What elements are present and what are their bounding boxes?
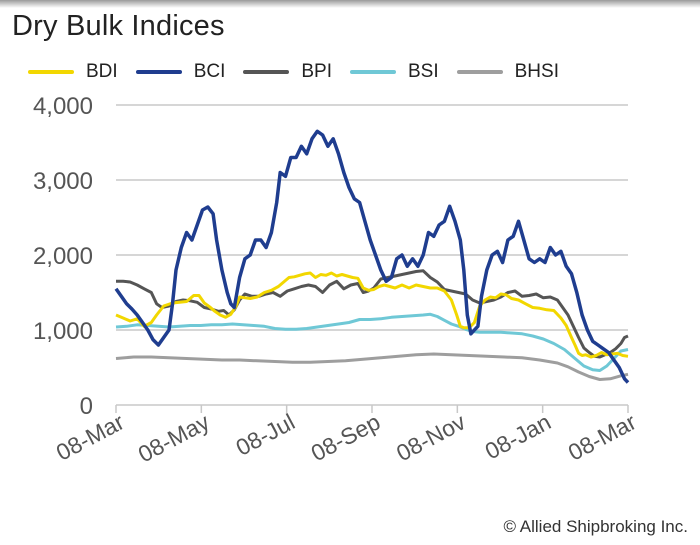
legend-swatch (456, 70, 503, 74)
legend-swatch (350, 70, 396, 74)
legend-label: BCI (193, 61, 226, 82)
legend-item-bdi: BDI (28, 61, 118, 83)
y-tick-label: 1,000 (33, 318, 93, 345)
y-tick-label: 3,000 (33, 168, 93, 195)
legend-swatch (28, 70, 74, 74)
legend-label: BDI (86, 61, 118, 82)
legend-item-bci: BCI (135, 61, 226, 83)
x-tick-label: 08-Jul (231, 408, 299, 460)
legend-label: BSI (408, 61, 439, 82)
series-line-bhsi (115, 352, 629, 381)
x-tick-label: 08-May (134, 408, 214, 467)
x-tick-label: 08-Mar (564, 408, 641, 465)
legend-label: BHSI (514, 61, 559, 82)
legend-item-bhsi: BHSI (456, 61, 559, 83)
chart-legend: BDI BCI BPI BSI BHSI (28, 58, 577, 86)
x-tick-label: 08-Jan (481, 408, 555, 464)
series-line-bsi (115, 312, 629, 372)
x-tick-label: 08-Sep (307, 408, 385, 466)
y-tick-label: 0 (80, 393, 93, 420)
x-tick-label: 08-Nov (392, 408, 470, 466)
legend-swatch (243, 70, 290, 74)
series-line-bpi (116, 269, 629, 359)
legend-item-bpi: BPI (243, 61, 332, 83)
series-line-bci (114, 129, 630, 384)
chart-title: Dry Bulk Indices (12, 10, 225, 42)
copyright-text: © Allied Shipbroking Inc. (503, 517, 688, 536)
y-tick-label: 2,000 (33, 243, 93, 270)
top-shadow (0, 0, 700, 8)
series-line-bdi (115, 271, 629, 359)
legend-item-bsi: BSI (350, 61, 439, 83)
y-tick-label: 4,000 (33, 93, 93, 120)
legend-swatch (135, 70, 182, 74)
legend-label: BPI (301, 61, 332, 82)
